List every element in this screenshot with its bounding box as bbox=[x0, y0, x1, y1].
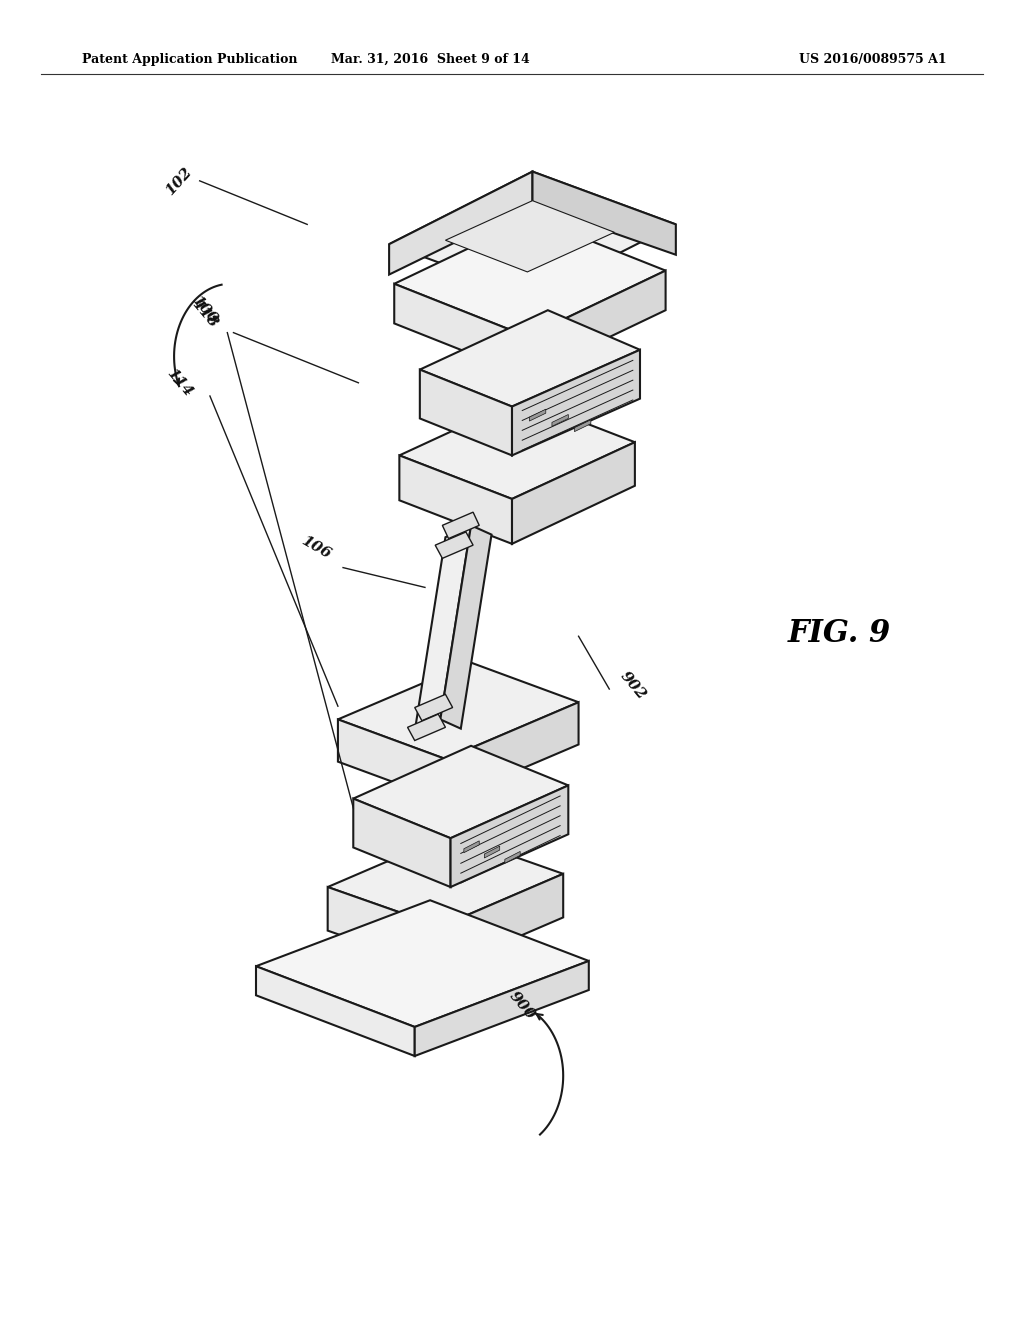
Polygon shape bbox=[464, 841, 479, 853]
Polygon shape bbox=[451, 785, 568, 887]
Polygon shape bbox=[527, 271, 666, 376]
Text: 902: 902 bbox=[617, 669, 648, 702]
Text: 100: 100 bbox=[189, 293, 220, 326]
Text: Mar. 31, 2016  Sheet 9 of 14: Mar. 31, 2016 Sheet 9 of 14 bbox=[331, 53, 529, 66]
Text: FIG. 9: FIG. 9 bbox=[788, 618, 891, 649]
Polygon shape bbox=[420, 370, 512, 455]
Text: 106: 106 bbox=[298, 533, 333, 561]
Text: 118: 118 bbox=[189, 297, 220, 330]
Polygon shape bbox=[435, 532, 473, 558]
Text: Patent Application Publication: Patent Application Publication bbox=[82, 53, 297, 66]
Polygon shape bbox=[394, 284, 527, 376]
Polygon shape bbox=[328, 834, 563, 927]
Polygon shape bbox=[415, 525, 471, 731]
Polygon shape bbox=[420, 310, 640, 407]
Polygon shape bbox=[415, 694, 453, 721]
Polygon shape bbox=[328, 887, 440, 970]
Text: 900: 900 bbox=[507, 989, 538, 1022]
Polygon shape bbox=[338, 719, 445, 801]
Polygon shape bbox=[415, 961, 589, 1056]
Polygon shape bbox=[574, 420, 591, 432]
Polygon shape bbox=[389, 172, 676, 297]
Polygon shape bbox=[512, 442, 635, 544]
Polygon shape bbox=[353, 746, 568, 838]
Polygon shape bbox=[505, 851, 520, 863]
Polygon shape bbox=[256, 900, 589, 1027]
Polygon shape bbox=[532, 172, 676, 255]
Polygon shape bbox=[394, 218, 666, 337]
Polygon shape bbox=[529, 409, 546, 421]
Polygon shape bbox=[399, 399, 635, 499]
Polygon shape bbox=[399, 455, 512, 544]
Text: 114: 114 bbox=[164, 366, 195, 399]
Polygon shape bbox=[338, 663, 579, 759]
Polygon shape bbox=[440, 525, 492, 729]
Polygon shape bbox=[440, 874, 563, 970]
Polygon shape bbox=[512, 350, 640, 455]
Polygon shape bbox=[445, 201, 614, 272]
Polygon shape bbox=[484, 846, 500, 858]
Polygon shape bbox=[552, 414, 568, 426]
Text: US 2016/0089575 A1: US 2016/0089575 A1 bbox=[799, 53, 946, 66]
Polygon shape bbox=[445, 702, 579, 801]
Polygon shape bbox=[442, 512, 479, 539]
Text: 102: 102 bbox=[164, 165, 195, 198]
Polygon shape bbox=[256, 966, 415, 1056]
Polygon shape bbox=[408, 714, 445, 741]
Polygon shape bbox=[353, 799, 451, 887]
Polygon shape bbox=[389, 172, 532, 275]
